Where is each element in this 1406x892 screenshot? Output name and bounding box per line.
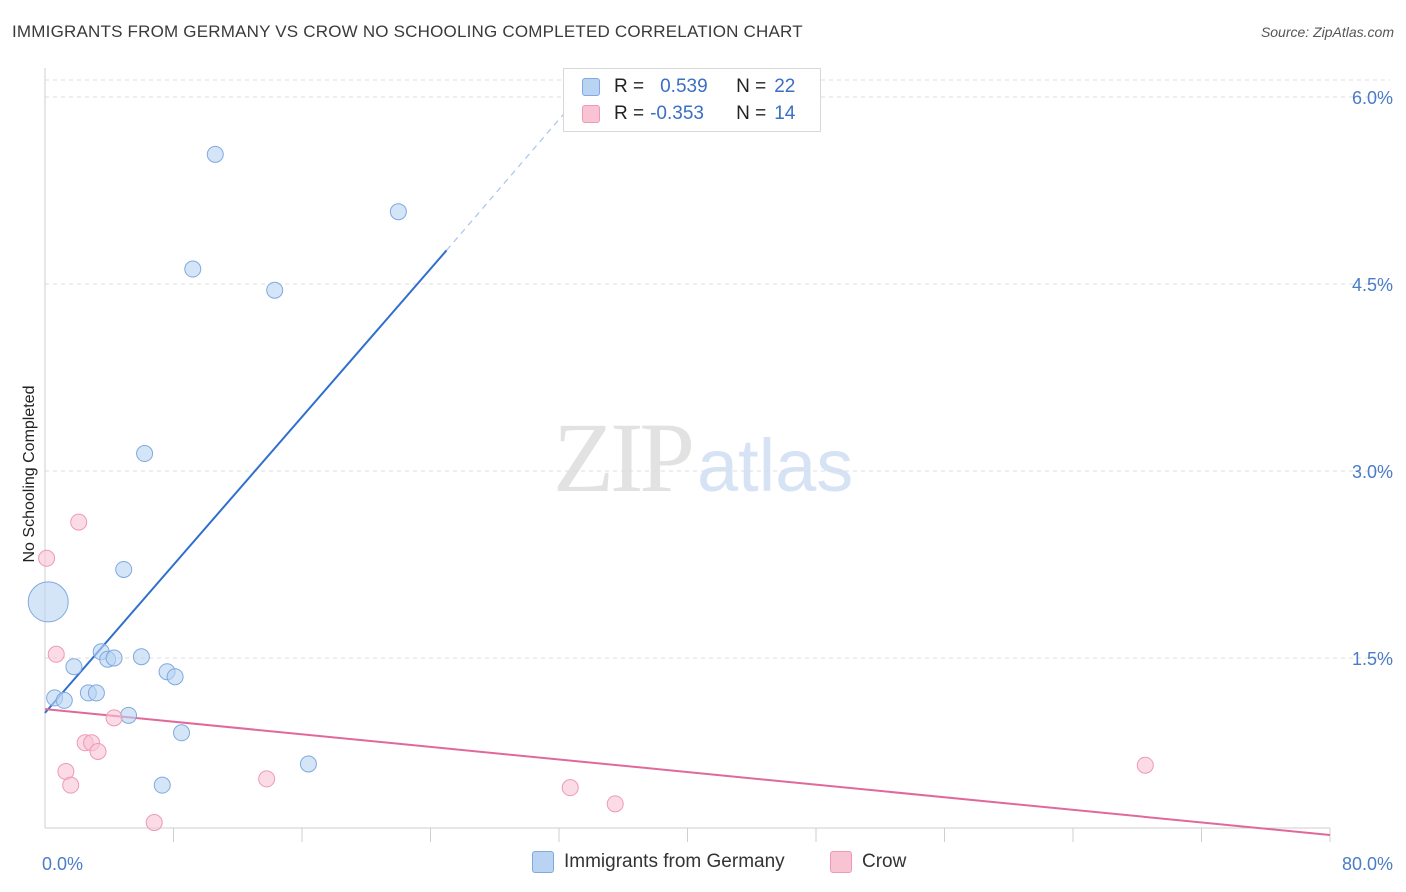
germany-point — [27, 581, 69, 623]
germany-trend-extension — [446, 100, 576, 251]
crow-n-label: N = — [736, 103, 767, 124]
bottom-crow-swatch — [830, 851, 852, 873]
germany-point — [389, 203, 407, 221]
correlation-legend: R = 0.539 N = 22 R = -0.353 N = 14 — [563, 68, 821, 132]
y-tick-label: 6.0% — [1352, 88, 1393, 108]
bottom-legend-germany: Immigrants from Germany — [532, 851, 785, 873]
watermark-zip: ZIP — [553, 402, 695, 513]
legend-row-germany: R = 0.539 N = 22 — [582, 75, 795, 99]
germany-point — [105, 649, 123, 667]
y-axis-title: No Schooling Completed — [21, 386, 38, 563]
x-tick-label-end: 80.0% — [1342, 854, 1393, 874]
germany-point — [166, 668, 184, 686]
bottom-crow-label: Crow — [862, 851, 907, 872]
crow-point — [1136, 756, 1154, 774]
crow-point — [561, 779, 579, 797]
germany-r-label: R = — [614, 76, 645, 97]
trend-lines — [44, 100, 1331, 837]
crow-trend-line — [44, 708, 1331, 837]
germany-point — [115, 560, 133, 578]
crow-r-label: R = — [614, 103, 645, 124]
watermark: ZIPatlas — [553, 400, 853, 515]
germany-point — [120, 706, 138, 724]
crow-r-value: -0.353 — [650, 103, 704, 124]
germany-swatch — [582, 78, 600, 96]
germany-point — [299, 755, 317, 773]
germany-point — [65, 658, 83, 676]
crow-point — [105, 709, 123, 727]
germany-point — [132, 648, 150, 666]
crow-point — [258, 770, 276, 788]
tick-labels: 1.5% 3.0% 4.5% 6.0% 0.0% 80.0% No Schooling Co… — [21, 88, 1393, 874]
axes — [44, 68, 1331, 842]
chart-title: IMMIGRANTS FROM GERMANY VS CROW NO SCHOO… — [12, 22, 803, 41]
crow-point — [89, 743, 107, 760]
crow-point — [47, 645, 65, 663]
crow-n-value: 14 — [774, 103, 796, 124]
germany-point — [136, 445, 154, 463]
x-tick-label-start: 0.0% — [42, 854, 83, 874]
germany-n-value: 22 — [774, 76, 796, 97]
germany-point — [153, 776, 171, 794]
crow-point — [145, 814, 163, 832]
crow-point — [62, 776, 80, 794]
y-tick-label: 4.5% — [1352, 275, 1393, 295]
grid-lines — [45, 79, 1390, 659]
germany-point — [87, 684, 105, 702]
bottom-germany-label: Immigrants from Germany — [564, 851, 785, 872]
watermark-atlas: atlas — [697, 424, 854, 507]
y-tick-label: 1.5% — [1352, 649, 1393, 669]
crow-point — [606, 795, 624, 813]
germany-point — [55, 691, 73, 709]
germany-trend-line — [44, 249, 448, 714]
source-credit: Source: ZipAtlas.com — [1260, 24, 1394, 40]
crow-swatch — [582, 105, 600, 123]
germany-r-value: 0.539 — [660, 76, 708, 97]
crow-point — [70, 513, 88, 531]
germany-point — [266, 281, 284, 299]
legend-row-crow: R = -0.353 N = 14 — [582, 102, 795, 126]
data-points — [27, 145, 1154, 832]
bottom-germany-swatch — [532, 851, 554, 873]
germany-n-label: N = — [736, 76, 767, 97]
germany-point — [206, 145, 224, 163]
germany-point — [184, 260, 202, 278]
y-tick-label: 3.0% — [1352, 462, 1393, 482]
bottom-legend-crow: Crow — [830, 851, 906, 873]
crow-point — [38, 549, 56, 567]
germany-point — [173, 724, 191, 742]
